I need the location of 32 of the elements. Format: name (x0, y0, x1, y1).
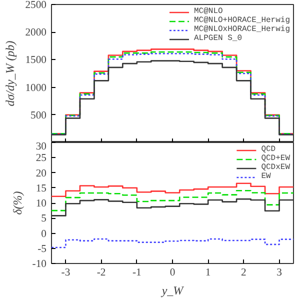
y-tick-label: -10 (32, 259, 47, 270)
x-axis-title: y_W (160, 284, 184, 298)
y-tick-label: 5 (41, 214, 46, 225)
y-tick-label: 0 (41, 228, 46, 240)
y-tick-label: 500 (30, 110, 46, 122)
x-tick-label: 1 (205, 268, 211, 278)
y-axis-title: dσ/dy_W (pb) (3, 40, 18, 106)
legend-label: QCD+EW (261, 154, 290, 163)
x-tick-label: 3 (276, 268, 282, 278)
y-tick-label: 25 (36, 153, 46, 164)
x-tick-label: 0 (170, 268, 176, 278)
y-axis-title: δ(%) (10, 191, 24, 215)
legend-label: ALPGEN S_0 (194, 34, 242, 43)
y-tick-label: 30 (36, 142, 46, 152)
y-tick-label: 1500 (25, 55, 46, 66)
y-tick-label: 10 (36, 198, 46, 210)
y-tick-label: 2500 (25, 0, 46, 11)
y-tick-label: -5 (38, 244, 47, 255)
y-tick-label: 1000 (25, 82, 46, 94)
legend-label: MC@NLO+HORACE_Herwig (194, 16, 290, 25)
legend-label: MC@NLOxHORACE_Herwig (194, 25, 290, 34)
y-tick-label: 2000 (25, 28, 46, 39)
x-tick-label: -2 (96, 268, 106, 278)
legend-label: EW (261, 172, 272, 181)
legend-label: QCD (261, 145, 277, 154)
x-tick-label: 2 (241, 268, 246, 278)
legend-label: QCDxEW (261, 163, 290, 172)
legend-label: MC@NLO (194, 7, 223, 16)
y-tick-label: 20 (36, 168, 46, 180)
x-tick-label: -3 (61, 268, 70, 278)
y-tick-label: 15 (36, 183, 46, 194)
x-tick-label: -1 (132, 268, 142, 278)
